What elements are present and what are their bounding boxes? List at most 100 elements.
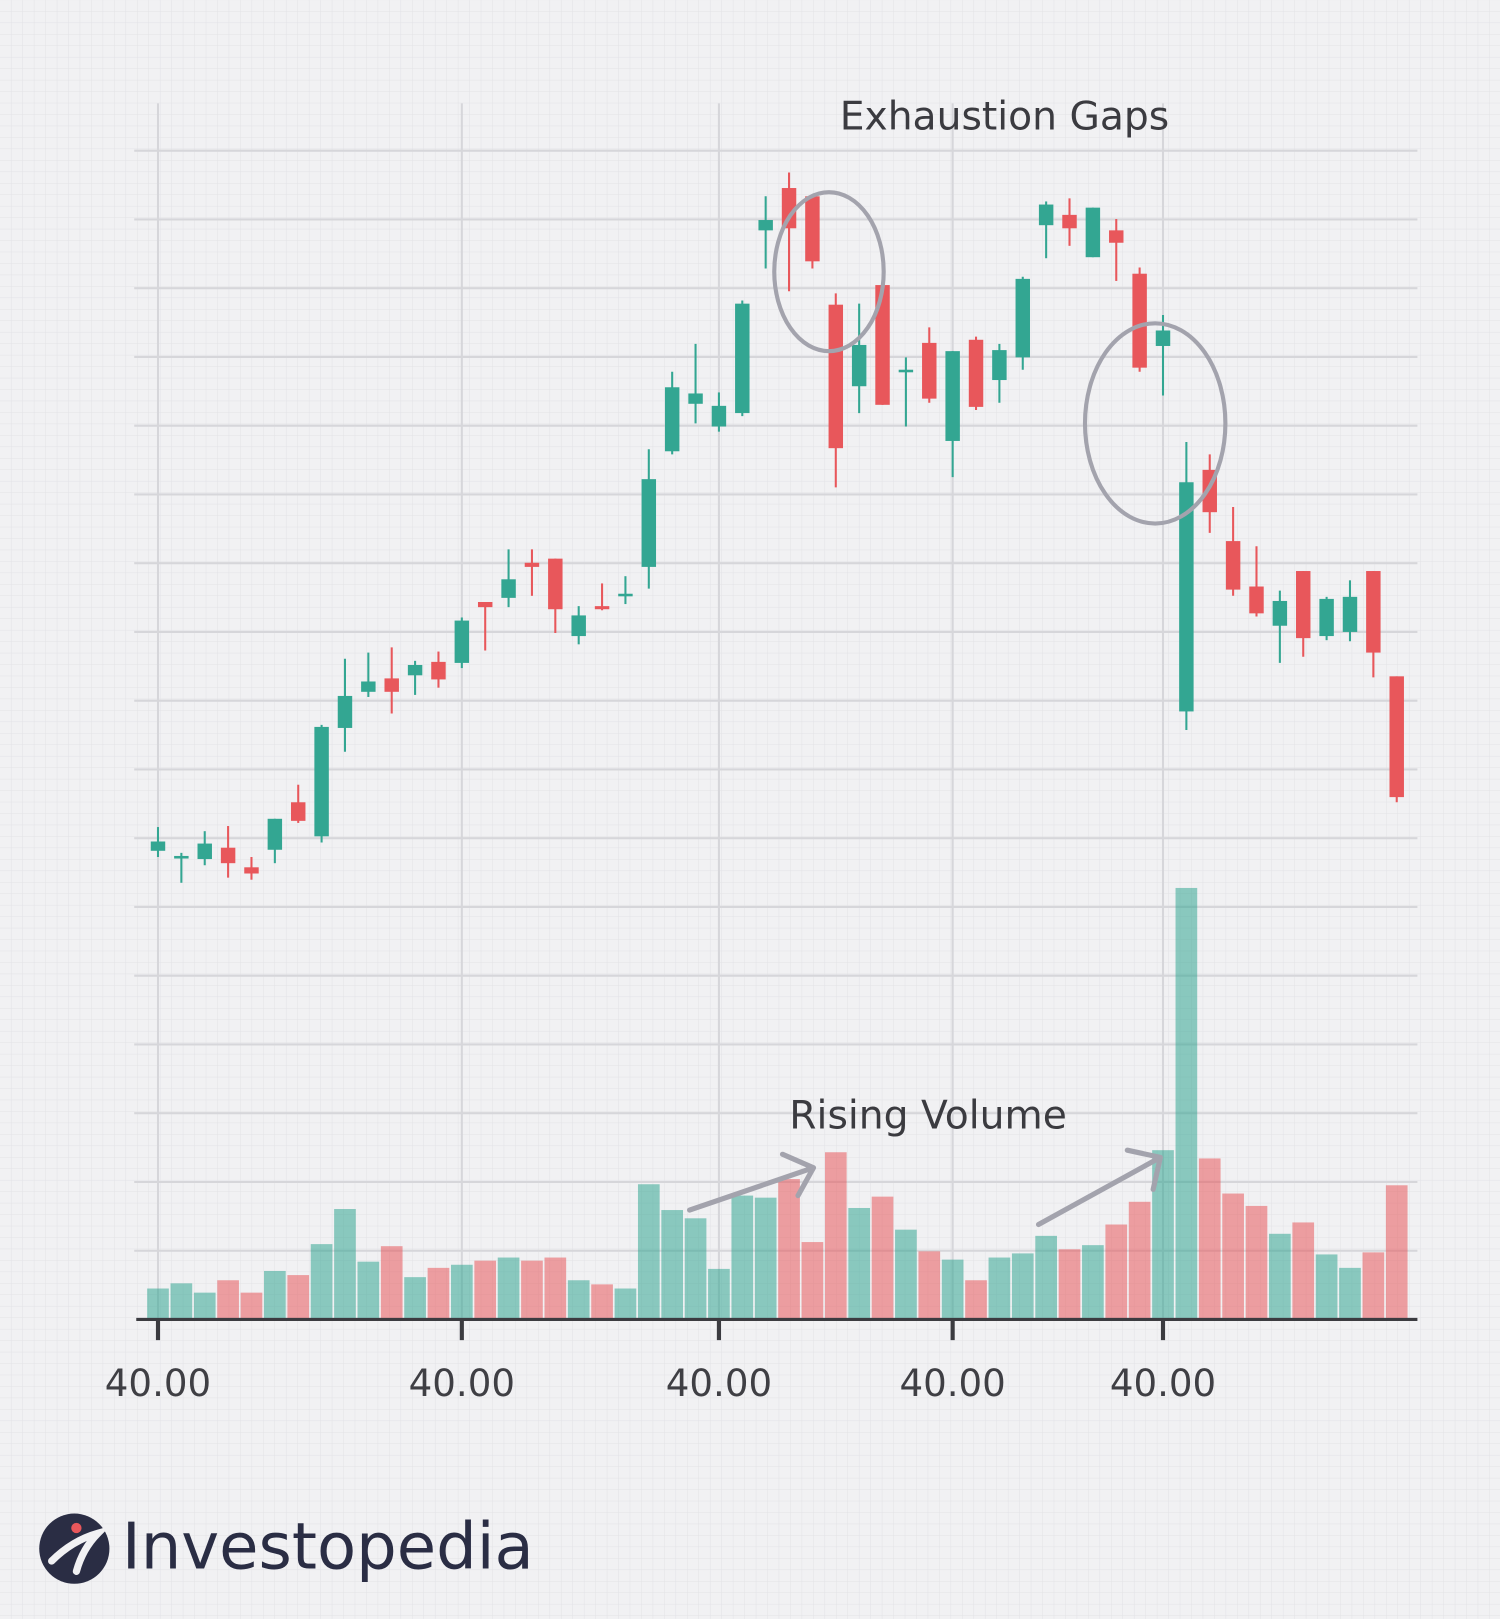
volume-bar xyxy=(404,1277,426,1320)
volume-bar xyxy=(988,1257,1011,1320)
volume-bar xyxy=(1385,1185,1408,1320)
candle-body xyxy=(1132,273,1147,368)
candle-body xyxy=(1225,541,1241,590)
candle-body xyxy=(267,818,283,850)
volume-bar xyxy=(1339,1267,1361,1320)
candle-body xyxy=(735,303,750,414)
volume-bar xyxy=(1362,1252,1385,1320)
volume-bar xyxy=(754,1197,777,1320)
volume-bar xyxy=(567,1280,590,1320)
candle-body xyxy=(688,393,703,404)
volume-bar xyxy=(170,1283,193,1320)
volume-bar xyxy=(1315,1254,1338,1320)
arrow xyxy=(1035,1147,1163,1228)
logo-dot xyxy=(71,1522,82,1534)
candle-body xyxy=(407,664,423,676)
logo-text: Investopedia xyxy=(122,1510,534,1584)
candle-body xyxy=(1085,207,1101,258)
volume-bar xyxy=(778,1179,800,1320)
volume-bar xyxy=(871,1196,894,1320)
volume-bar xyxy=(591,1284,613,1320)
candle-body xyxy=(524,562,540,567)
candle-body xyxy=(1296,571,1311,639)
volume-bar xyxy=(1269,1233,1291,1320)
highlight-circle xyxy=(1082,321,1228,526)
candle-body xyxy=(150,841,166,851)
volume-bar xyxy=(848,1207,870,1320)
x-tick-label: 40.00 xyxy=(105,1362,211,1405)
candle-body xyxy=(1109,230,1124,243)
volume-bar xyxy=(661,1210,684,1320)
volume-bar xyxy=(824,1152,847,1320)
candle-body xyxy=(290,802,306,821)
volume-bar xyxy=(497,1257,520,1320)
arrows xyxy=(687,1147,1163,1228)
candle-body xyxy=(197,843,212,860)
volume-bar xyxy=(1245,1205,1268,1320)
candle-body xyxy=(1342,596,1358,632)
candle-body xyxy=(361,681,376,692)
volume-bar xyxy=(684,1218,707,1320)
candle-body xyxy=(174,855,189,859)
candle-body xyxy=(1015,278,1030,358)
x-tick-label: 40.00 xyxy=(409,1362,515,1405)
candle-body xyxy=(337,695,353,728)
x-tick-label: 40.00 xyxy=(899,1362,1005,1405)
annotation: Rising Volume xyxy=(789,1094,1067,1139)
volume-bar xyxy=(357,1261,380,1320)
candle-body xyxy=(314,726,329,837)
candle-body xyxy=(1155,330,1171,346)
volume-bar xyxy=(450,1264,473,1320)
volume-bar xyxy=(310,1244,333,1320)
volume-bar xyxy=(1152,1150,1174,1320)
volume-bar xyxy=(474,1260,497,1320)
candle-body xyxy=(992,350,1007,381)
volume-bar xyxy=(895,1229,917,1320)
volume-bar xyxy=(240,1292,263,1320)
volume-bar xyxy=(918,1251,941,1320)
horizontal-grid xyxy=(134,103,1418,1320)
candle-body xyxy=(758,220,773,231)
logo-icon xyxy=(39,1513,110,1584)
volume-bar xyxy=(1222,1193,1244,1320)
candle-body xyxy=(1272,600,1288,626)
volume-bar xyxy=(544,1257,567,1320)
volume-bar xyxy=(217,1280,239,1320)
candle-body xyxy=(548,558,563,610)
volume-bar xyxy=(1198,1158,1221,1320)
candle-body xyxy=(384,678,399,692)
volume-bar xyxy=(1105,1224,1128,1320)
volume-bar xyxy=(193,1292,216,1320)
candle-body xyxy=(594,606,610,610)
candle-body xyxy=(1179,482,1194,712)
candle-body xyxy=(454,620,470,663)
candle-body xyxy=(1062,214,1077,229)
candle-body xyxy=(1389,676,1404,798)
candle-body xyxy=(641,479,657,567)
x-tick-label: 40.00 xyxy=(666,1362,772,1405)
candle-body xyxy=(1319,598,1334,637)
candle-body xyxy=(945,351,960,441)
candle-body xyxy=(805,196,820,262)
candle-body xyxy=(922,342,937,399)
candle-body xyxy=(875,285,890,405)
volume-bar xyxy=(1175,887,1198,1320)
x-tick-label: 40.00 xyxy=(1110,1362,1216,1405)
volume-bar xyxy=(614,1288,637,1320)
candle-body xyxy=(664,387,680,452)
plot xyxy=(147,172,1408,1320)
volume-bar xyxy=(287,1275,310,1320)
volume-bar xyxy=(521,1260,543,1320)
arrow xyxy=(687,1151,817,1213)
volume-bar xyxy=(731,1195,754,1320)
volume-bar xyxy=(1058,1249,1081,1320)
candle-body xyxy=(968,339,984,407)
volume-bar xyxy=(708,1268,730,1320)
volume-bar xyxy=(147,1288,169,1320)
volume-bar xyxy=(1292,1222,1315,1320)
candle-body xyxy=(711,405,727,427)
candle-body xyxy=(1249,586,1264,614)
candle-body xyxy=(898,369,914,373)
